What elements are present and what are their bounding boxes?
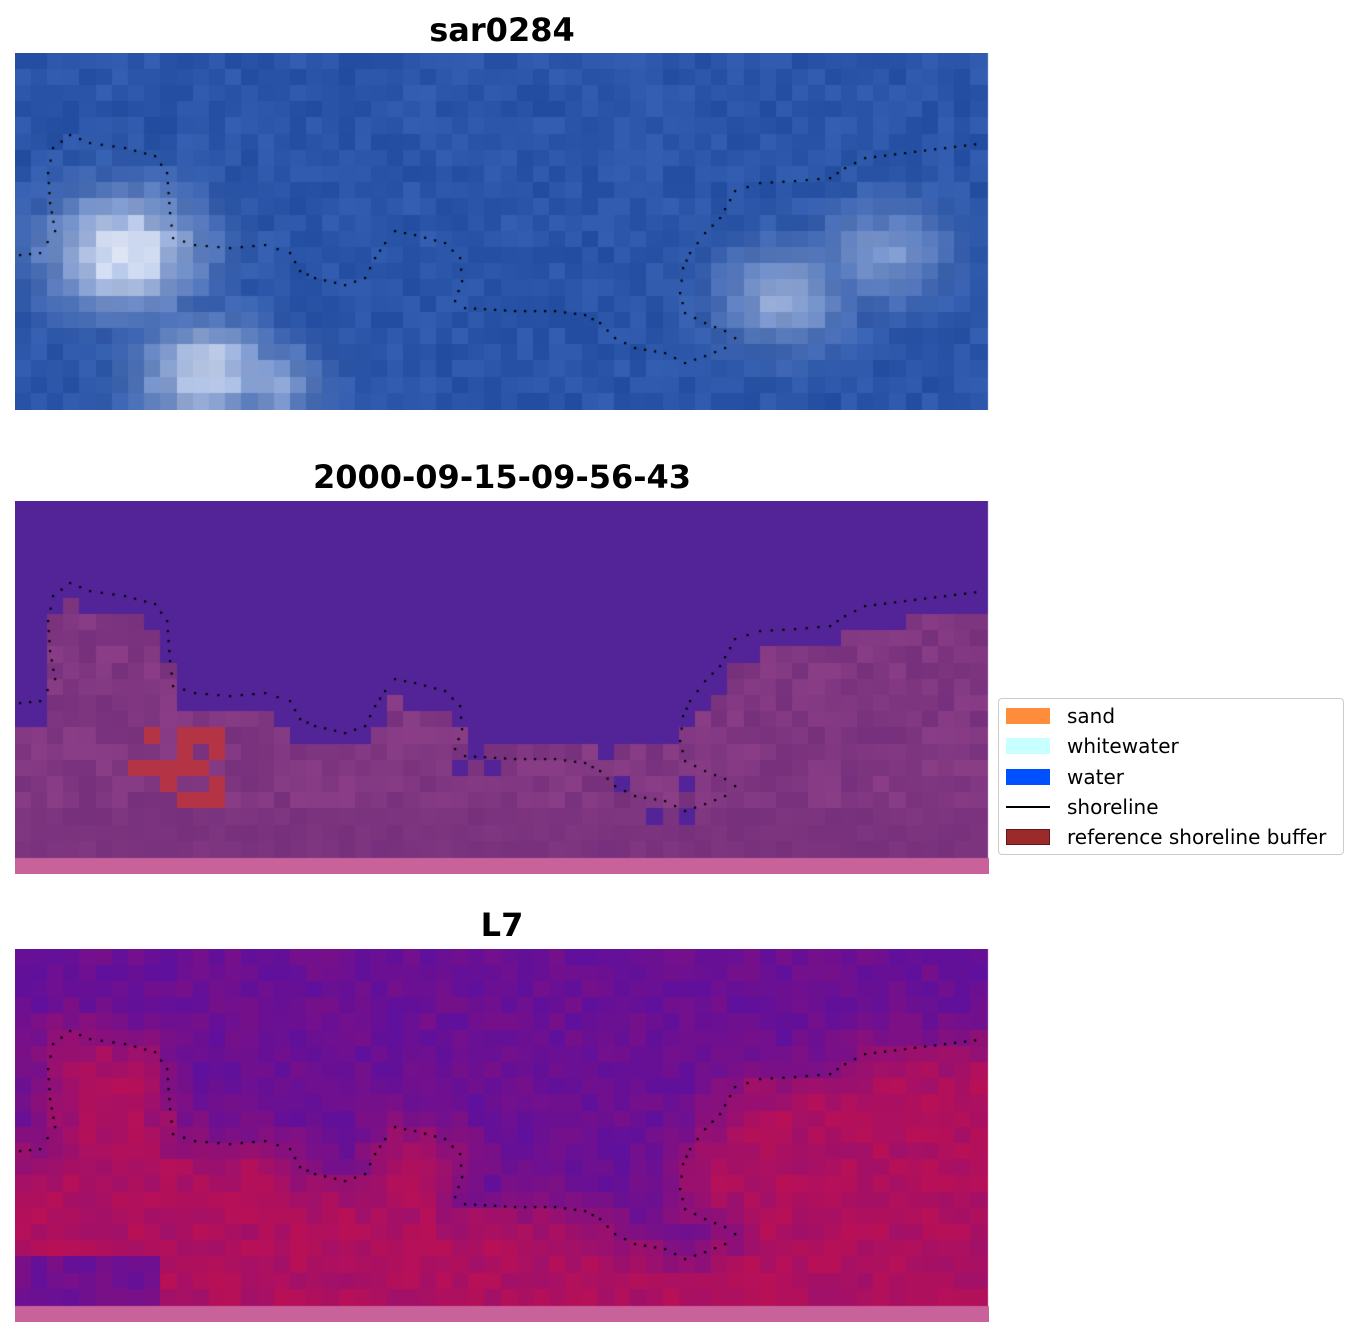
panel-title-date: 2000-09-15-09-56-43 (312, 458, 692, 496)
legend-item-water: water (1006, 765, 1124, 789)
legend-label-buffer: reference shoreline buffer (1067, 825, 1327, 849)
water-swatch-icon (1006, 769, 1050, 785)
legend: sand whitewater water shoreline referenc… (998, 698, 1344, 855)
sand-swatch-icon (1006, 708, 1050, 724)
legend-item-whitewater: whitewater (1006, 734, 1179, 758)
buffer-swatch-icon (1006, 829, 1050, 845)
legend-item-buffer: reference shoreline buffer (1006, 825, 1326, 849)
panel-title-sar: sar0284 (429, 11, 575, 49)
classified-image (15, 501, 989, 874)
legend-item-sand: sand (1006, 704, 1115, 728)
legend-label-shoreline: shoreline (1067, 795, 1159, 819)
whitewater-swatch-icon (1006, 738, 1050, 754)
shoreline-line-icon (1006, 806, 1050, 808)
index-image (15, 949, 989, 1322)
legend-label-water: water (1067, 765, 1124, 789)
legend-label-whitewater: whitewater (1067, 734, 1179, 758)
legend-label-sand: sand (1067, 704, 1116, 728)
satellite-rgb-image (15, 53, 989, 410)
legend-item-shoreline: shoreline (1006, 795, 1159, 819)
panel-title-satellite: L7 (480, 906, 524, 944)
